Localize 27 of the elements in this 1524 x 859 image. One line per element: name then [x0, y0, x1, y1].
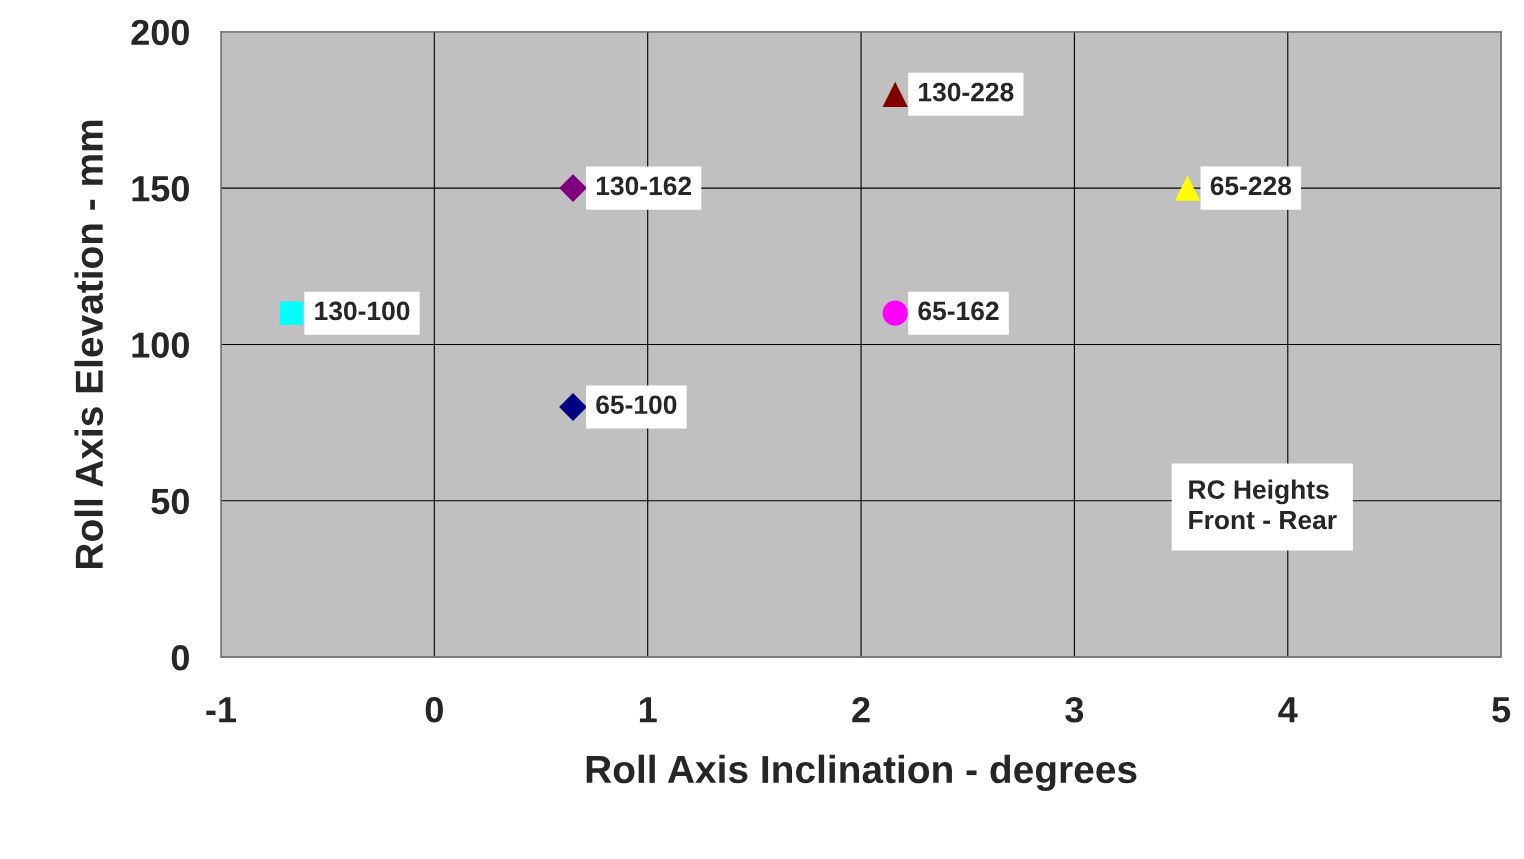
- x-tick-label: -1: [206, 697, 237, 723]
- point: [882, 81, 908, 107]
- series-label: 65-228: [1210, 176, 1292, 196]
- y-tick-label: 150: [132, 175, 189, 202]
- x-tick-label: 2: [852, 696, 870, 723]
- y-axis-title: Roll Axis Elevation - mm: [74, 120, 104, 569]
- y-tick-label: 50: [151, 488, 189, 515]
- annotation: RC Heights Front - Rear: [1189, 479, 1337, 530]
- x-tick-label: 3: [1065, 696, 1084, 723]
- y-tick-label: 0: [171, 645, 189, 671]
- series-label: 65-162: [918, 301, 999, 321]
- y-tick-label: 200: [131, 19, 189, 46]
- point: [559, 174, 587, 203]
- point: [279, 301, 304, 325]
- x-tick-label: 1: [639, 697, 657, 723]
- point: [882, 300, 908, 326]
- series-label: 130-228: [919, 82, 1014, 102]
- x-tick-label: 0: [425, 696, 443, 723]
- point: [559, 393, 587, 421]
- y-tick-label: 100: [132, 332, 189, 358]
- x-axis-title: Roll Axis Inclination - degrees: [586, 754, 1137, 792]
- point: [1174, 175, 1201, 201]
- x-tick-label: 5: [1492, 697, 1511, 723]
- series-label: 130-162: [596, 176, 692, 196]
- series-label: 130-100: [315, 301, 410, 321]
- x-tick-label: 4: [1278, 697, 1298, 723]
- series-label: 65-100: [596, 395, 677, 415]
